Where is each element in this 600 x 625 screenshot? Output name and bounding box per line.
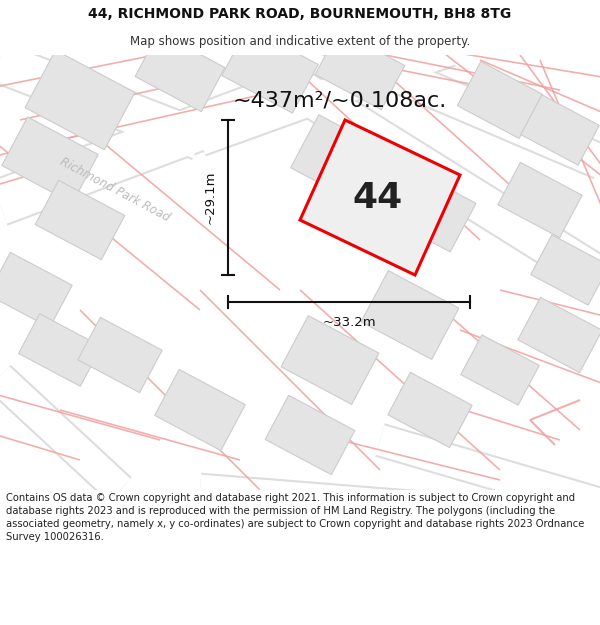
Polygon shape (19, 314, 101, 386)
Polygon shape (135, 32, 225, 112)
Polygon shape (315, 31, 405, 109)
Polygon shape (498, 162, 582, 238)
Polygon shape (155, 369, 245, 451)
Polygon shape (222, 27, 318, 113)
Polygon shape (265, 396, 355, 474)
Polygon shape (518, 298, 600, 372)
Polygon shape (300, 120, 460, 275)
Polygon shape (531, 235, 600, 305)
Polygon shape (521, 95, 599, 165)
Text: 44, RICHMOND PARK ROAD, BOURNEMOUTH, BH8 8TG: 44, RICHMOND PARK ROAD, BOURNEMOUTH, BH8… (88, 7, 512, 21)
Polygon shape (384, 168, 476, 252)
Polygon shape (25, 50, 135, 150)
Polygon shape (461, 335, 539, 405)
Polygon shape (457, 61, 542, 139)
Polygon shape (35, 181, 125, 259)
Text: Map shows position and indicative extent of the property.: Map shows position and indicative extent… (130, 35, 470, 48)
Text: Contains OS data © Crown copyright and database right 2021. This information is : Contains OS data © Crown copyright and d… (6, 492, 584, 542)
Polygon shape (281, 316, 379, 404)
Polygon shape (78, 318, 162, 392)
Polygon shape (290, 115, 389, 205)
Text: ~33.2m: ~33.2m (322, 316, 376, 329)
Polygon shape (0, 253, 72, 328)
Text: ~437m²/~0.108ac.: ~437m²/~0.108ac. (233, 90, 447, 110)
Polygon shape (2, 117, 98, 203)
Text: ~29.1m: ~29.1m (203, 171, 217, 224)
Text: Richmond Park Road: Richmond Park Road (58, 156, 172, 224)
Text: 44: 44 (353, 181, 403, 215)
Polygon shape (361, 271, 459, 359)
Polygon shape (388, 372, 472, 448)
